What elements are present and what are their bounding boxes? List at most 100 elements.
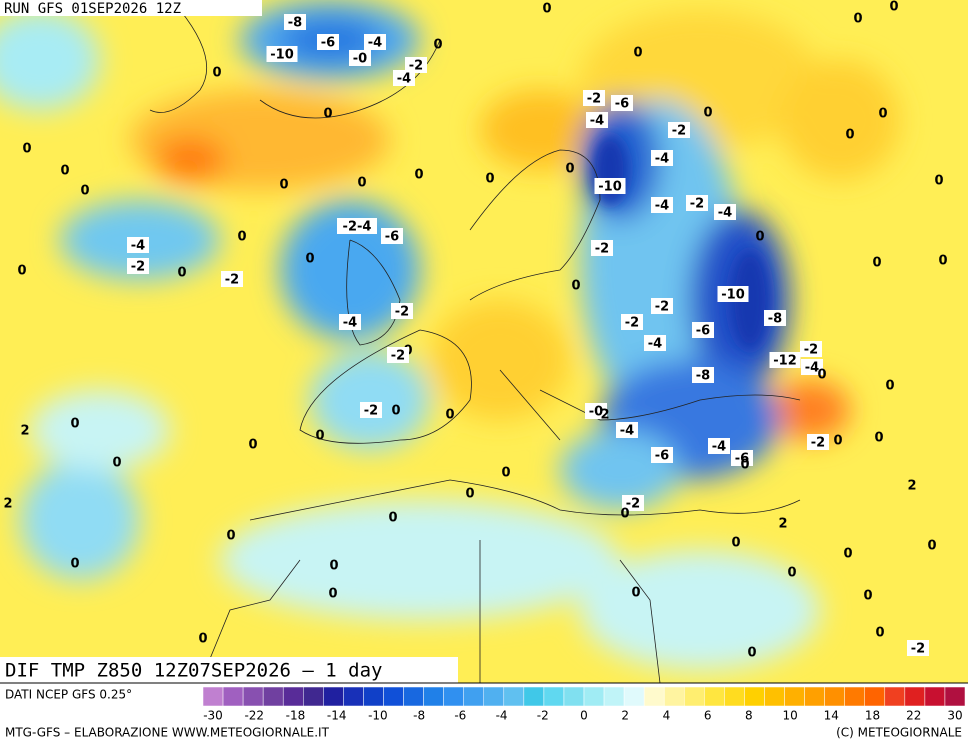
label-box: [594, 178, 626, 194]
label-box: [651, 150, 673, 166]
contour-label: 0: [112, 456, 121, 471]
contour-label: 0: [501, 466, 510, 481]
run-label: RUN GFS 01SEP2026 12Z: [4, 1, 181, 17]
contour-label: 0: [465, 487, 474, 502]
scale-swatch: [684, 686, 705, 707]
map-title: DIF TMP Z850 12Z07SEP2026 – 1 day: [5, 660, 383, 682]
contour-label: 0: [889, 0, 898, 15]
contour-label: -6: [321, 36, 335, 51]
contour-label: -6: [615, 97, 629, 112]
contour-label: 0: [237, 230, 246, 245]
label-box: [339, 314, 361, 330]
contour-label: -4: [648, 337, 662, 352]
contour-label: -8: [288, 16, 302, 31]
coastlines: [149, 9, 801, 683]
scale-swatch: [523, 686, 545, 707]
contour-label: 0: [833, 434, 842, 449]
scale-swatch: [603, 686, 625, 707]
label-box: [651, 298, 673, 314]
label-box: [651, 197, 673, 213]
contour-label: 0: [874, 431, 883, 446]
contour-label: 0: [843, 547, 852, 562]
contour-label: -12: [773, 354, 797, 369]
label-box: [651, 447, 673, 463]
label-box: [221, 271, 243, 287]
contour-label: 0: [323, 107, 332, 122]
contour-label: 0: [542, 2, 551, 17]
contour-label: 0: [22, 142, 31, 157]
contour-label: 0: [853, 12, 862, 27]
contour-label: -10: [598, 180, 622, 195]
label-box: [668, 122, 690, 138]
label-box: [717, 286, 749, 302]
scale-swatch: [704, 686, 725, 707]
contour-label: -4: [712, 440, 726, 455]
contour-label: -8: [768, 312, 782, 327]
label-box: [800, 341, 822, 357]
contour-label: -4: [343, 316, 357, 331]
label-box: [405, 57, 427, 73]
scale-swatch: [443, 686, 464, 707]
label-box: [692, 322, 714, 338]
label-box: [391, 303, 413, 319]
label-box: [616, 422, 638, 438]
contour-label: -2: [409, 59, 423, 74]
contour-label: 0: [747, 646, 756, 661]
label-box: [127, 237, 149, 253]
contour-label: -4: [718, 206, 732, 221]
scale-label: -2: [537, 709, 549, 723]
scale-label: 18: [865, 709, 880, 723]
contour-label: 0: [357, 176, 366, 191]
contour-label: -2: [811, 436, 825, 451]
label-box: [611, 95, 633, 111]
contour-label: -4: [655, 199, 669, 214]
contour-label: -2: [395, 305, 409, 320]
scale-label: 2: [621, 709, 629, 723]
contour-label: -0: [353, 52, 367, 67]
data-source: DATI NCEP GFS 0.25°: [5, 688, 132, 702]
label-box: [692, 367, 714, 383]
contour-label: -4: [620, 424, 634, 439]
contour-label: 0: [787, 566, 796, 581]
contour-label: 0: [817, 368, 826, 383]
contour-label: -10: [721, 288, 745, 303]
label-box: [127, 258, 149, 274]
scale-label: 22: [906, 709, 921, 723]
scale-label: -30: [203, 709, 223, 723]
contour-label: 0: [388, 511, 397, 526]
contour-label: 0: [60, 164, 69, 179]
label-box: [622, 495, 644, 511]
label-box: [801, 359, 823, 375]
contour-label: -4: [368, 36, 382, 51]
contour-label: 0: [565, 162, 574, 177]
scale-swatch: [403, 686, 424, 707]
footer-left: MTG-GFS – ELABORAZIONE WWW.METEOGIORNALE…: [5, 726, 330, 740]
label-box: [764, 310, 786, 326]
contour-label: 0: [731, 536, 740, 551]
scale-swatch: [884, 686, 906, 707]
contour-label: 2: [907, 479, 916, 494]
label-box: [731, 450, 753, 466]
contour-label: -2: [131, 260, 145, 275]
scale-swatch: [944, 686, 966, 707]
label-box: [686, 195, 708, 211]
contour-label: 0: [885, 379, 894, 394]
scale-swatch: [744, 686, 765, 707]
title-box: [0, 657, 458, 683]
label-box: [591, 240, 613, 256]
label-box: [907, 640, 929, 656]
contour-label: -2: [655, 300, 669, 315]
contour-label: 0: [305, 252, 314, 267]
contour-label: 0: [934, 174, 943, 189]
contour-label: -4: [805, 361, 819, 376]
scale-label: 4: [663, 709, 671, 723]
label-box: [387, 347, 409, 363]
scale-label: 8: [745, 709, 753, 723]
contour-label: -6: [655, 449, 669, 464]
contour-label: -2: [672, 124, 686, 139]
label-box: [317, 34, 339, 50]
label-box: [266, 46, 298, 62]
contour-label: 0: [17, 264, 26, 279]
